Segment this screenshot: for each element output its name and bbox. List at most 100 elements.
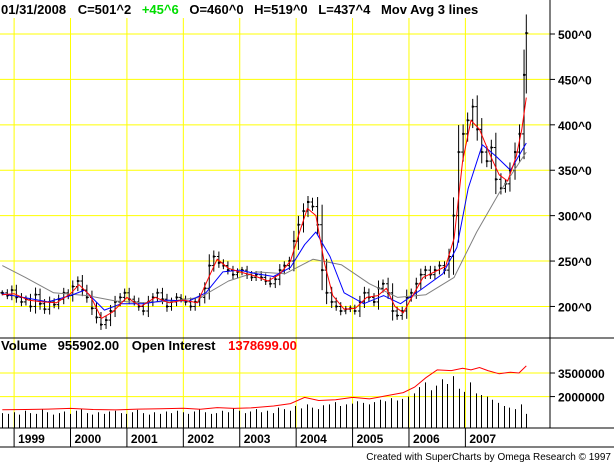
panel-frames — [0, 0, 614, 448]
price-bar-close-dot — [353, 310, 356, 312]
price-bar-close-dot — [222, 264, 225, 267]
price-bar-close-dot — [471, 105, 474, 108]
open-interest-label: Open Interest — [132, 338, 216, 353]
volume-axis-ticks: 2000000 3500000 — [550, 367, 605, 405]
price-bar-close-dot — [175, 296, 178, 299]
price-bar-close-dot — [525, 32, 528, 35]
price-bar-close-dot — [457, 151, 460, 154]
price-bar-close-dot — [339, 310, 342, 312]
price-bar-close-dot — [184, 300, 187, 303]
price-bar-close-dot — [95, 316, 98, 319]
volume-header: Volume 955902.00 Open Interest 1378699.0… — [1, 338, 297, 353]
price-bar-close-dot — [518, 132, 521, 135]
price-bar-close-dot — [396, 314, 399, 317]
price-bar-close-dot — [119, 296, 122, 299]
price-bar-close-dot — [382, 282, 385, 285]
price-bar-close-dot — [105, 319, 108, 322]
price-bar-close-dot — [433, 269, 436, 272]
price-bar-close-dot — [499, 187, 502, 190]
price-bar-close-dot — [523, 73, 526, 76]
price-bar-close-dot — [302, 210, 305, 213]
price-tick-label: 250^0 — [558, 255, 592, 269]
volume-tick-label: 2000000 — [558, 391, 605, 405]
open-interest-series-line — [2, 365, 527, 411]
year-tick-label: 2002 — [187, 432, 214, 446]
moving-average-lines — [2, 97, 527, 319]
year-tick-label: 2005 — [357, 432, 384, 446]
year-tick-label: 2000 — [75, 432, 102, 446]
header-open: O=460^0 — [189, 2, 243, 17]
year-tick-label: 2004 — [300, 432, 327, 446]
price-bar-close-dot — [161, 298, 164, 301]
year-tick-label: 1999 — [18, 432, 45, 446]
header-high: H=519^0 — [254, 2, 308, 17]
moving-average-fast-line — [2, 97, 527, 319]
price-bar-close-dot — [325, 291, 328, 294]
price-bar-close-dot — [114, 300, 117, 303]
price-bars — [0, 14, 529, 330]
year-tick-label: 2006 — [413, 432, 440, 446]
open-interest-line — [2, 365, 527, 411]
price-bar-close-dot — [269, 282, 272, 285]
price-bar-close-dot — [20, 300, 23, 303]
price-bar-close-dot — [260, 276, 263, 279]
price-bar-close-dot — [236, 270, 239, 273]
price-bar-close-dot — [142, 310, 145, 312]
price-bar-close-dot — [335, 305, 338, 308]
price-bar-close-dot — [165, 305, 168, 308]
price-bar-close-dot — [43, 308, 46, 311]
price-bar-close-dot — [363, 291, 366, 294]
price-bar-close-dot — [490, 146, 493, 149]
price-bar-close-dot — [53, 303, 56, 306]
price-bar-close-dot — [39, 302, 42, 305]
price-bar-close-dot — [156, 291, 159, 294]
price-bar-close-dot — [137, 305, 140, 308]
price-bar-close-dot — [6, 294, 9, 297]
moving-average-mid-line — [2, 142, 527, 311]
price-tick-label: 350^0 — [558, 164, 592, 178]
price-bar-close-dot — [391, 310, 394, 312]
grid-lines — [0, 18, 550, 428]
price-bar-close-dot — [311, 205, 314, 208]
header-close: C=501^2 — [78, 2, 132, 17]
price-bar-close-dot — [452, 214, 455, 217]
header-indicator: Mov Avg 3 lines — [381, 2, 478, 17]
price-bar-close-dot — [255, 273, 258, 276]
header-change: +45^6 — [142, 2, 179, 17]
price-bar-close-dot — [429, 273, 432, 276]
price-bar-close-dot — [85, 296, 88, 299]
price-bar-close-dot — [29, 305, 32, 308]
price-bar-close-dot — [81, 289, 84, 292]
year-tick-label: 2003 — [244, 432, 271, 446]
price-bar-close-dot — [297, 223, 300, 226]
price-bar-close-dot — [34, 293, 37, 296]
open-interest-value: 1378699.00 — [228, 338, 297, 353]
price-bar-close-dot — [151, 296, 154, 299]
price-bar-close-dot — [307, 201, 309, 204]
price-bar-close-dot — [462, 132, 465, 135]
price-bar-close-dot — [330, 300, 333, 303]
price-bar-close-dot — [123, 291, 126, 294]
price-bar-close-dot — [419, 273, 422, 276]
price-tick-label: 400^0 — [558, 119, 592, 133]
volume-label: Volume — [1, 338, 47, 353]
volume-value: 955902.00 — [58, 338, 119, 353]
price-axis-ticks: 200^0 250^0 300^0 350^0 400^0 450^0 500^0 — [550, 28, 592, 314]
price-bar-close-dot — [71, 285, 74, 288]
price-bar-close-dot — [274, 278, 277, 281]
price-bar-close-dot — [476, 128, 479, 131]
price-bar-close-dot — [410, 291, 413, 294]
price-bar-close-dot — [217, 261, 220, 264]
year-tick-label: 2007 — [469, 432, 496, 446]
price-bar-close-dot — [278, 269, 281, 272]
price-bar-close-dot — [212, 255, 215, 258]
price-bar-close-dot — [480, 151, 483, 154]
volume-bars — [2, 376, 527, 428]
price-bar-close-dot — [226, 269, 229, 272]
price-bar-close-dot — [203, 287, 206, 290]
price-tick-label: 450^0 — [558, 73, 592, 87]
price-tick-label: 300^0 — [558, 210, 592, 224]
price-bar-close-dot — [292, 240, 295, 243]
